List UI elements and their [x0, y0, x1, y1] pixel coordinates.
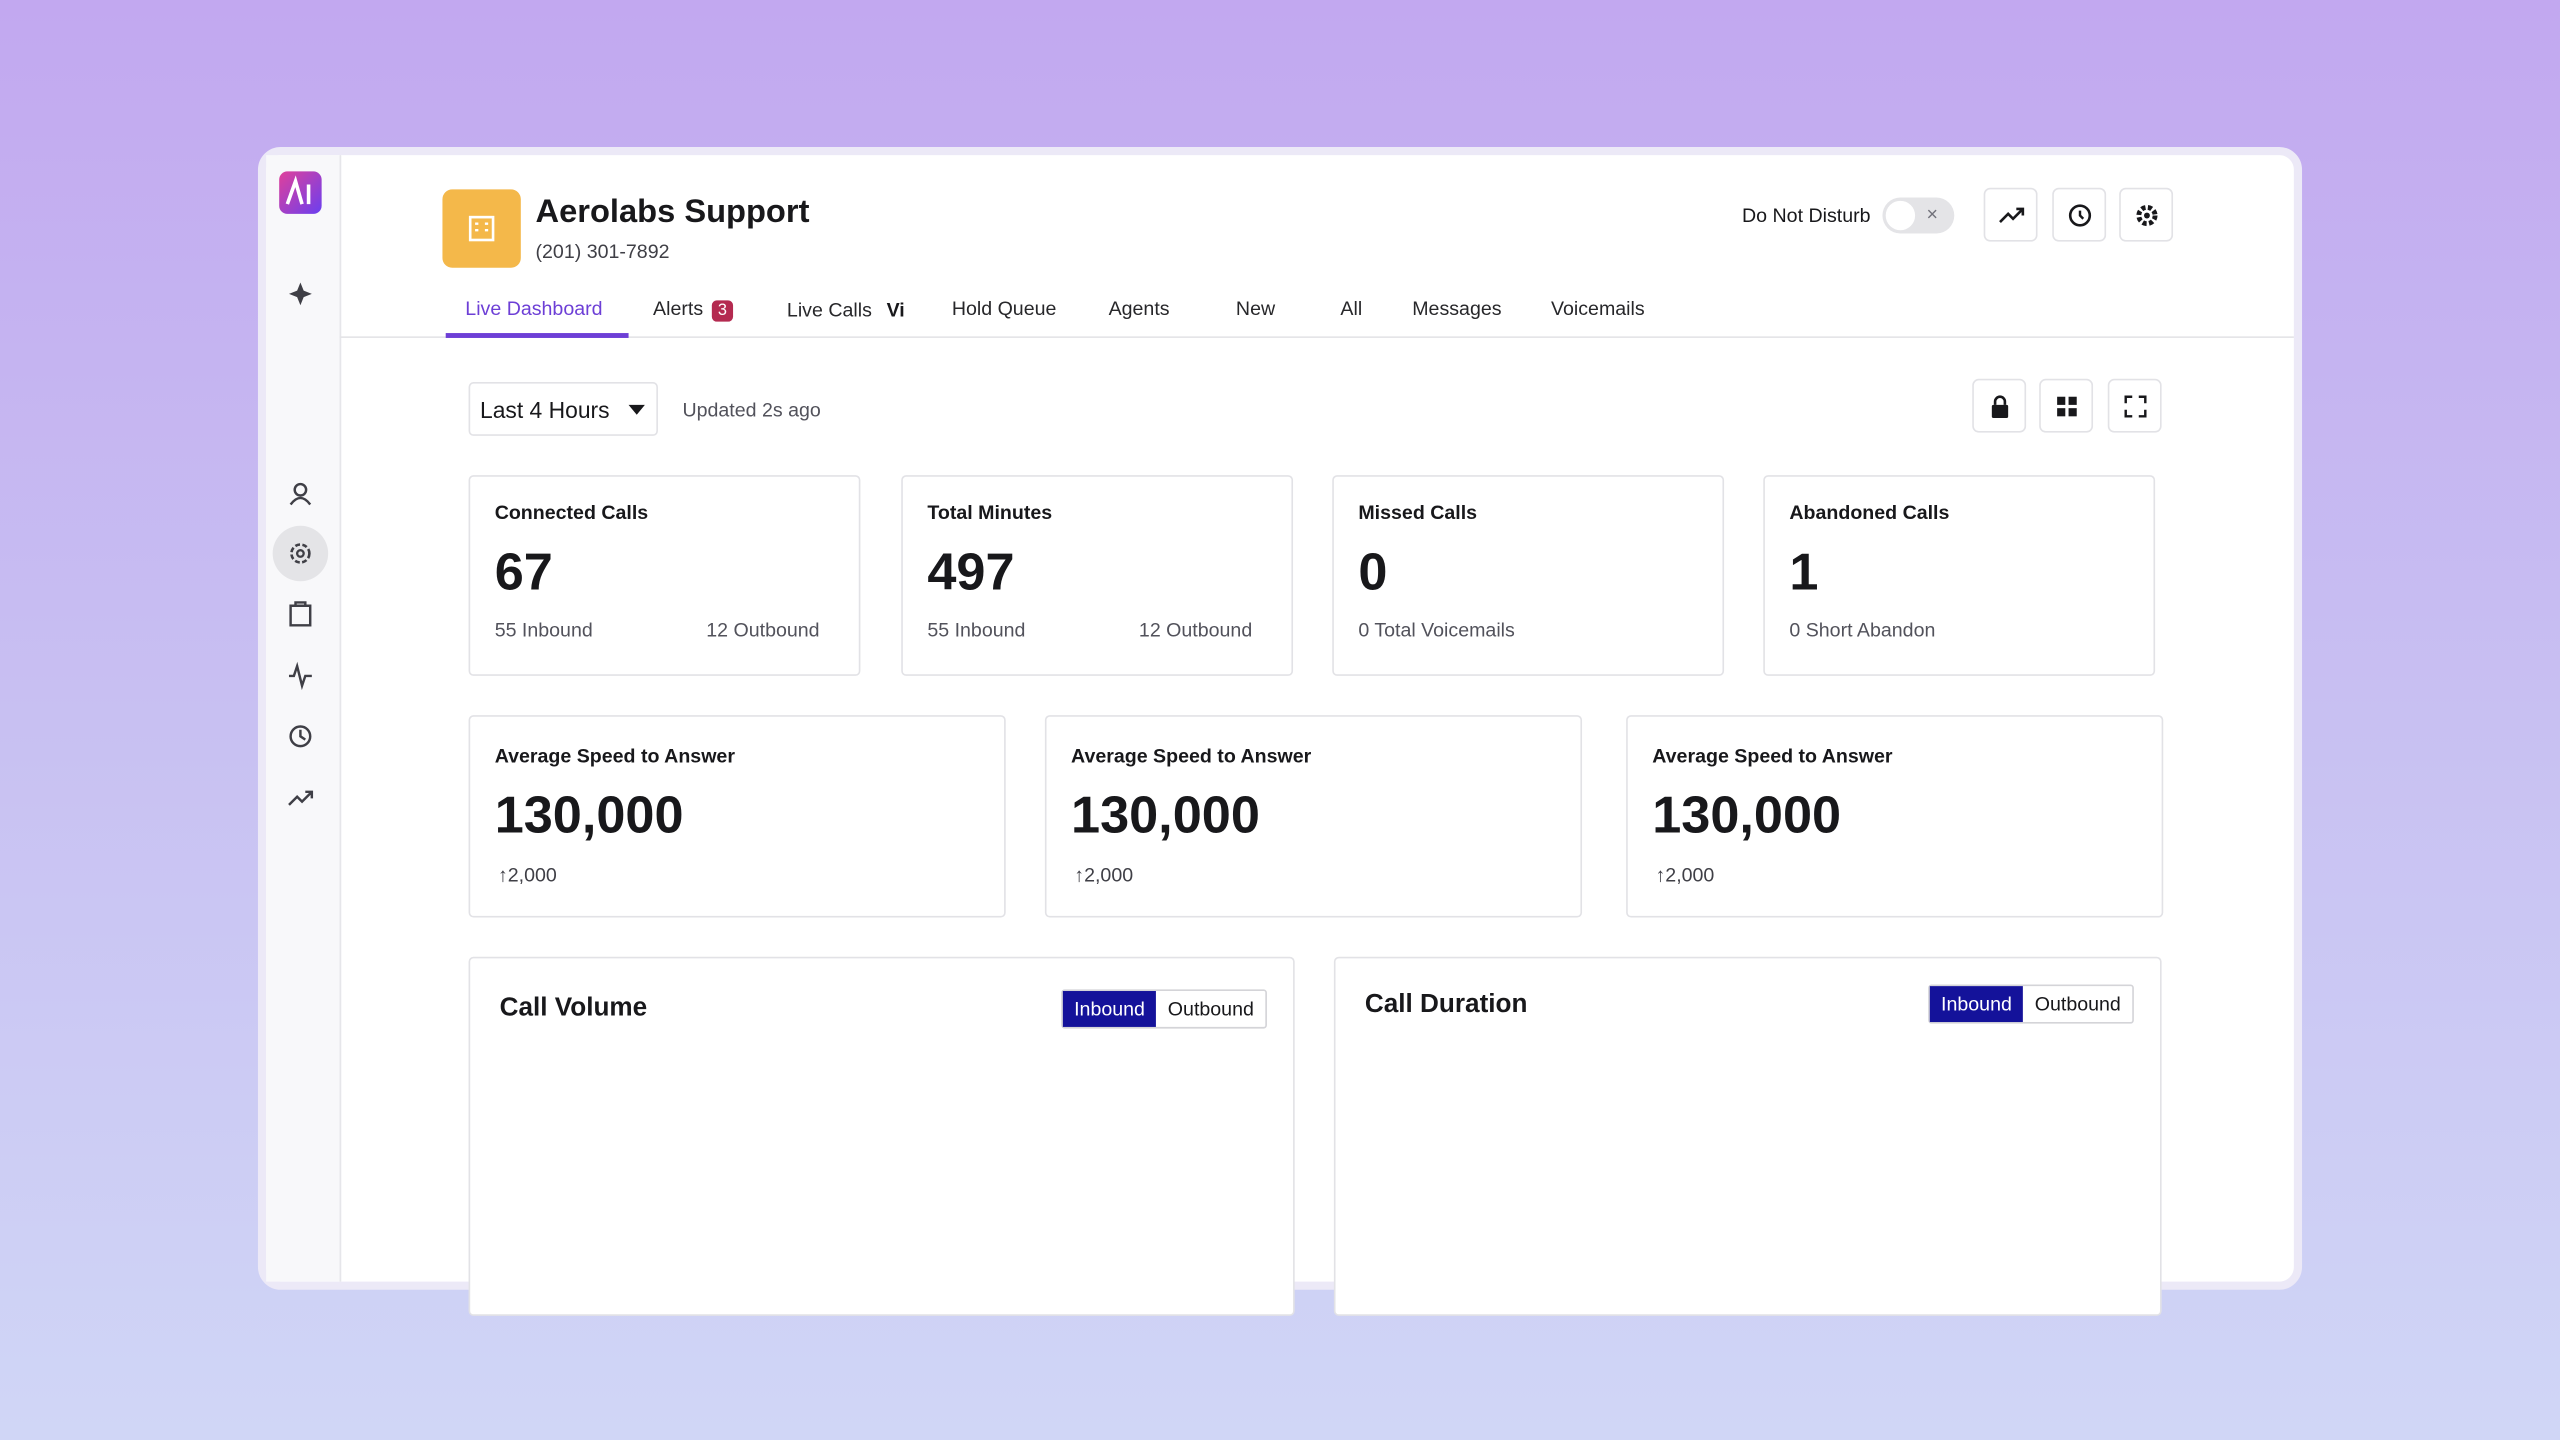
- kpi-title: Average Speed to Answer: [494, 744, 735, 768]
- tab[interactable]: Hold Queue: [952, 297, 1057, 320]
- history-button[interactable]: [2052, 187, 2107, 242]
- series-toggle[interactable]: Inbound Outbound: [1927, 984, 2134, 1024]
- stat-title: Abandoned Calls: [1789, 501, 1950, 525]
- trend-icon[interactable]: [288, 790, 314, 806]
- kpi-card: Average Speed to Answer 130,000 ↑2,000: [468, 715, 1006, 918]
- toggle-option[interactable]: Outbound: [1167, 997, 1254, 1021]
- kpi-delta-value: 2,000: [1665, 863, 1715, 887]
- toggle-option[interactable]: Inbound: [1929, 986, 2024, 1023]
- stat-card: Abandoned Calls 1 0 Short Abandon: [1763, 475, 2156, 676]
- stat-card: Connected Calls 67 55 Inbound 12 Outbound: [468, 475, 861, 676]
- tabs-divider: [339, 336, 2294, 338]
- sidebar-icons: [272, 171, 329, 806]
- stat-sub: 55 Inbound: [927, 618, 1026, 642]
- kpi-card: Average Speed to Answer 130,000 ↑2,000: [1626, 715, 2164, 918]
- account-icon: [442, 189, 521, 268]
- stat-value: 67: [494, 542, 553, 601]
- chart-title: Call Volume: [499, 994, 648, 1023]
- user-icon[interactable]: [293, 482, 308, 497]
- kpi-value: 130,000: [494, 785, 684, 845]
- ai-icon[interactable]: [288, 282, 312, 306]
- stat-card: Missed Calls 0 0 Total Voicemails: [1332, 475, 1725, 676]
- kpi-title: Average Speed to Answer: [1071, 744, 1312, 768]
- lock-button[interactable]: [1972, 378, 2027, 433]
- stat-sub: 12 Outbound: [1138, 618, 1253, 642]
- kpi-value: 130,000: [1071, 785, 1260, 845]
- tab-label: Messages: [1412, 297, 1502, 320]
- history-icon[interactable]: [289, 725, 312, 748]
- tab-label: Live Dashboard: [465, 297, 603, 320]
- updated-label: Updated 2s ago: [682, 398, 821, 422]
- kpi-delta: ↑2,000: [1656, 864, 1715, 887]
- account-title: Aerolabs Support: [535, 194, 810, 231]
- chart-panel: Call Volume Inbound Outbound: [468, 956, 1295, 1316]
- dnd-toggle[interactable]: ×: [1882, 197, 1955, 234]
- trend-button[interactable]: [1983, 187, 2038, 242]
- stat-card: Total Minutes 497 55 Inbound 12 Outbound: [901, 475, 1294, 676]
- stat-sub: 12 Outbound: [706, 618, 820, 642]
- kpi-delta: ↑2,000: [498, 864, 557, 887]
- kpi-card: Average Speed to Answer 130,000 ↑2,000: [1044, 715, 1583, 918]
- tab-label: Live Calls: [786, 298, 872, 322]
- tab[interactable]: Agents: [1109, 297, 1170, 320]
- sidebar: [266, 155, 342, 1282]
- clipboard-icon[interactable]: [289, 601, 312, 627]
- activity-icon[interactable]: [288, 661, 312, 691]
- settings-button[interactable]: [2119, 187, 2174, 242]
- settings-active[interactable]: [272, 525, 329, 582]
- dnd-label: Do Not Disturb: [1742, 204, 1871, 227]
- active-tab-underline: [445, 333, 629, 338]
- up-arrow: ↑: [1655, 863, 1666, 887]
- up-arrow: ↑: [497, 863, 508, 887]
- chart-title: Call Duration: [1364, 991, 1528, 1019]
- stat-sub: 0 Short Abandon: [1789, 618, 1936, 642]
- stat-title: Total Minutes: [927, 501, 1053, 525]
- fullscreen-button[interactable]: [2107, 378, 2162, 433]
- stat-value: 1: [1789, 542, 1819, 601]
- tab-label: Hold Queue: [951, 297, 1057, 320]
- range-label: Last 4 Hours: [479, 396, 610, 423]
- toggle-option[interactable]: Outbound: [2034, 992, 2121, 1016]
- tab-label: Agents: [1108, 297, 1170, 320]
- toggle-option[interactable]: Inbound: [1062, 991, 1157, 1027]
- tab-badge: 3: [711, 300, 734, 322]
- tab[interactable]: All: [1340, 297, 1362, 320]
- kpi-delta-value: 2,000: [507, 863, 557, 887]
- stat-sub: 0 Total Voicemails: [1358, 618, 1515, 642]
- tab[interactable]: Live Calls Vi: [787, 297, 911, 323]
- kpi-value: 130,000: [1652, 785, 1842, 845]
- stat-sub: 55 Inbound: [494, 618, 593, 642]
- stat-value: 497: [927, 542, 1015, 601]
- stat-title: Missed Calls: [1358, 501, 1478, 525]
- up-arrow: ↑: [1074, 863, 1085, 887]
- stat-title: Connected Calls: [494, 501, 649, 525]
- kpi-title: Average Speed to Answer: [1652, 744, 1893, 768]
- series-toggle[interactable]: Inbound Outbound: [1061, 989, 1267, 1029]
- chart-panel: Call Duration Inbound Outbound: [1333, 956, 2162, 1316]
- tab-label: New: [1235, 297, 1276, 320]
- tab[interactable]: Alerts 3: [653, 297, 734, 322]
- tab-label: All: [1340, 297, 1363, 320]
- grid-button[interactable]: [2039, 378, 2094, 433]
- tab[interactable]: Live Dashboard: [465, 297, 602, 320]
- tab-badge: Vi: [886, 298, 905, 322]
- tab-label: Voicemails: [1551, 297, 1645, 320]
- tab-label: Alerts: [653, 297, 704, 320]
- stat-value: 0: [1358, 542, 1388, 601]
- account-phone: (201) 301-7892: [535, 239, 670, 263]
- kpi-delta-value: 2,000: [1084, 863, 1134, 887]
- tab[interactable]: New: [1236, 297, 1275, 320]
- kpi-delta: ↑2,000: [1074, 864, 1133, 887]
- tab[interactable]: Messages: [1412, 297, 1501, 320]
- tab[interactable]: Voicemails: [1551, 297, 1645, 320]
- range-select[interactable]: Last 4 Hours: [468, 382, 658, 436]
